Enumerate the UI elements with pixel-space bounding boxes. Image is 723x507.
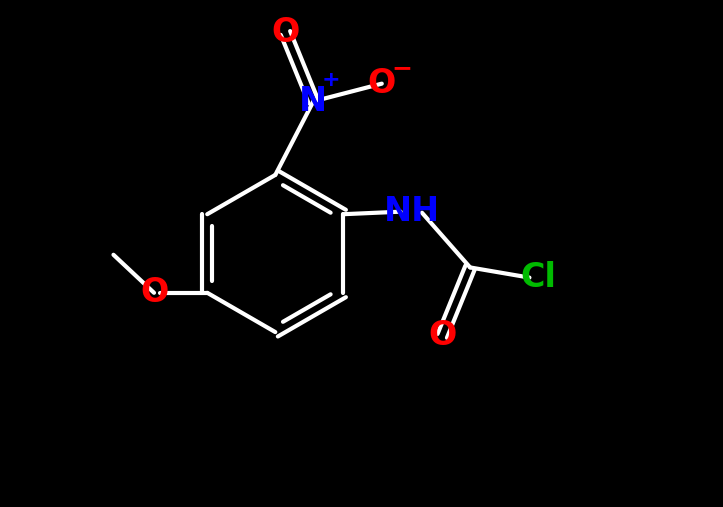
Text: −: − bbox=[392, 56, 413, 81]
Text: NH: NH bbox=[384, 195, 440, 228]
Text: O: O bbox=[140, 276, 168, 309]
Text: N: N bbox=[299, 85, 328, 118]
Text: O: O bbox=[428, 319, 456, 352]
Text: +: + bbox=[321, 70, 340, 90]
Text: Cl: Cl bbox=[521, 261, 557, 294]
Text: O: O bbox=[271, 16, 299, 50]
Text: O: O bbox=[368, 67, 396, 100]
